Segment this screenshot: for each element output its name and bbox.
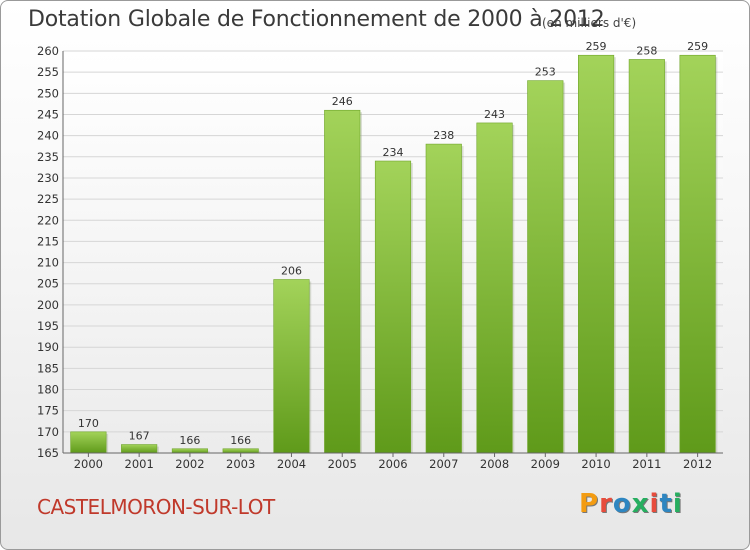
y-tick-label: 235	[37, 150, 59, 164]
data-label: 253	[535, 66, 556, 79]
y-tick-label: 170	[37, 425, 59, 439]
x-tick-label: 2004	[277, 457, 306, 471]
y-tick-label: 260	[37, 44, 59, 58]
bar	[679, 54, 716, 454]
logo-letter: r	[599, 489, 613, 519]
logo-letter: i	[672, 489, 683, 519]
data-label: 243	[484, 108, 505, 121]
y-tick-label: 185	[37, 361, 59, 375]
y-tick-label: 255	[37, 65, 59, 79]
x-tick-label: 2009	[531, 457, 560, 471]
logo-letter: t	[659, 489, 673, 519]
x-tick-label: 2002	[175, 457, 204, 471]
y-tick-label: 245	[37, 107, 59, 121]
bar	[476, 122, 513, 454]
y-tick-label: 165	[37, 446, 59, 460]
x-tick-label: 2011	[632, 457, 661, 471]
data-label: 259	[586, 40, 607, 53]
data-label: 234	[383, 146, 404, 159]
chart-title: Dotation Globale de Fonctionnement de 20…	[28, 7, 605, 32]
data-label: 206	[281, 265, 302, 278]
data-label: 258	[636, 44, 657, 57]
bar	[527, 80, 564, 454]
data-label: 259	[687, 40, 708, 53]
data-label: 167	[129, 430, 150, 443]
y-tick-label: 225	[37, 192, 59, 206]
x-tick-label: 2007	[429, 457, 458, 471]
y-tick-label: 250	[37, 86, 59, 100]
y-tick-label: 230	[37, 171, 59, 185]
y-tick-label: 200	[37, 298, 59, 312]
x-tick-label: 2003	[226, 457, 255, 471]
bar	[425, 143, 462, 454]
bar	[222, 448, 259, 454]
data-label: 246	[332, 95, 353, 108]
bar	[273, 279, 310, 454]
x-tick-label: 2010	[581, 457, 610, 471]
y-tick-label: 175	[37, 404, 59, 418]
bar	[374, 160, 412, 454]
bar	[628, 59, 665, 454]
bar	[70, 431, 107, 454]
y-tick-label: 240	[37, 129, 59, 143]
x-tick-label: 2000	[74, 457, 103, 471]
y-tick-label: 210	[37, 256, 59, 270]
y-tick-label: 215	[37, 234, 59, 248]
x-tick-label: 2005	[328, 457, 357, 471]
bar	[171, 448, 208, 454]
y-tick-label: 220	[37, 213, 59, 227]
logo-letter: x	[631, 489, 650, 519]
data-label: 170	[78, 417, 99, 430]
commune-name: CASTELMORON-SUR-LOT	[37, 495, 275, 519]
proxiti-logo[interactable]: Proxiti	[579, 489, 683, 519]
x-tick-label: 2008	[480, 457, 509, 471]
chart-unit: (en milliers d'€)	[542, 16, 637, 30]
bar	[121, 444, 158, 454]
data-label: 166	[230, 434, 251, 447]
bar	[324, 109, 361, 454]
x-tick-label: 2012	[683, 457, 712, 471]
y-tick-label: 195	[37, 319, 59, 333]
y-tick-label: 190	[37, 340, 59, 354]
data-label: 166	[179, 434, 200, 447]
x-tick-label: 2006	[378, 457, 407, 471]
x-tick-label: 2001	[125, 457, 154, 471]
y-tick-label: 205	[37, 277, 59, 291]
logo-letter: o	[612, 489, 632, 519]
y-tick-label: 180	[37, 383, 59, 397]
logo-letter: P	[579, 489, 600, 519]
logo-letter: i	[649, 489, 660, 519]
data-label: 238	[433, 129, 454, 142]
bar	[578, 54, 615, 454]
